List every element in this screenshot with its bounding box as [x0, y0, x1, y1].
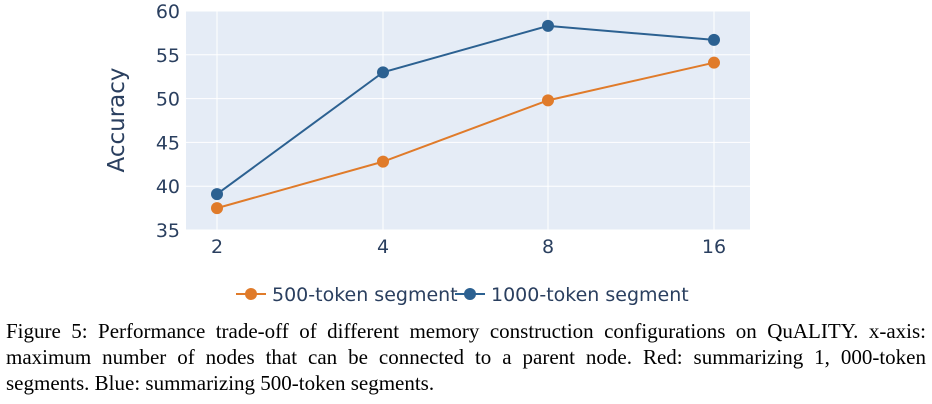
- series-0-point-2: [542, 94, 554, 107]
- plot-background: [186, 11, 750, 230]
- series-1-point-3: [708, 33, 720, 46]
- series-0-point-0: [211, 202, 223, 215]
- line-chart: 35 40 45 50 55 60 2 4 8 16 Accuracy 500-token se…: [104, 1, 750, 306]
- y-axis-label: Accuracy: [104, 67, 130, 172]
- caption-text: Performance trade-off of different memor…: [6, 319, 926, 395]
- series-0-point-1: [377, 155, 389, 168]
- legend: 500-token segment 1000-token segment: [236, 284, 689, 306]
- y-tick-40: 40: [156, 176, 180, 198]
- series-0-point-3: [708, 56, 720, 69]
- legend-label-1: 1000-token segment: [491, 284, 689, 306]
- y-tick-45: 45: [156, 132, 180, 154]
- series-1-point-1: [377, 66, 389, 79]
- x-tick-labels: 2 4 8 16: [211, 236, 726, 258]
- figure-caption: Figure 5: Performance trade-off of diffe…: [6, 318, 926, 396]
- caption-label: Figure 5:: [6, 319, 88, 343]
- x-tick-4: 4: [377, 236, 389, 258]
- series-1-point-0: [211, 188, 223, 201]
- legend-marker-1: [464, 288, 476, 300]
- x-tick-16: 16: [702, 236, 726, 258]
- y-tick-labels: 35 40 45 50 55 60: [156, 1, 180, 242]
- x-tick-2: 2: [211, 236, 223, 258]
- legend-marker-0: [245, 288, 257, 300]
- legend-label-0: 500-token segment: [272, 284, 458, 306]
- y-tick-50: 50: [156, 89, 180, 111]
- y-tick-35: 35: [156, 220, 180, 242]
- x-tick-8: 8: [542, 236, 554, 258]
- series-line-1: [216, 24, 715, 195]
- series-line-0: [216, 61, 715, 210]
- series-group: [211, 19, 720, 215]
- grid-lines: [186, 10, 750, 231]
- series-1-point-2: [542, 19, 554, 32]
- y-tick-60: 60: [156, 1, 180, 23]
- y-tick-55: 55: [156, 45, 180, 67]
